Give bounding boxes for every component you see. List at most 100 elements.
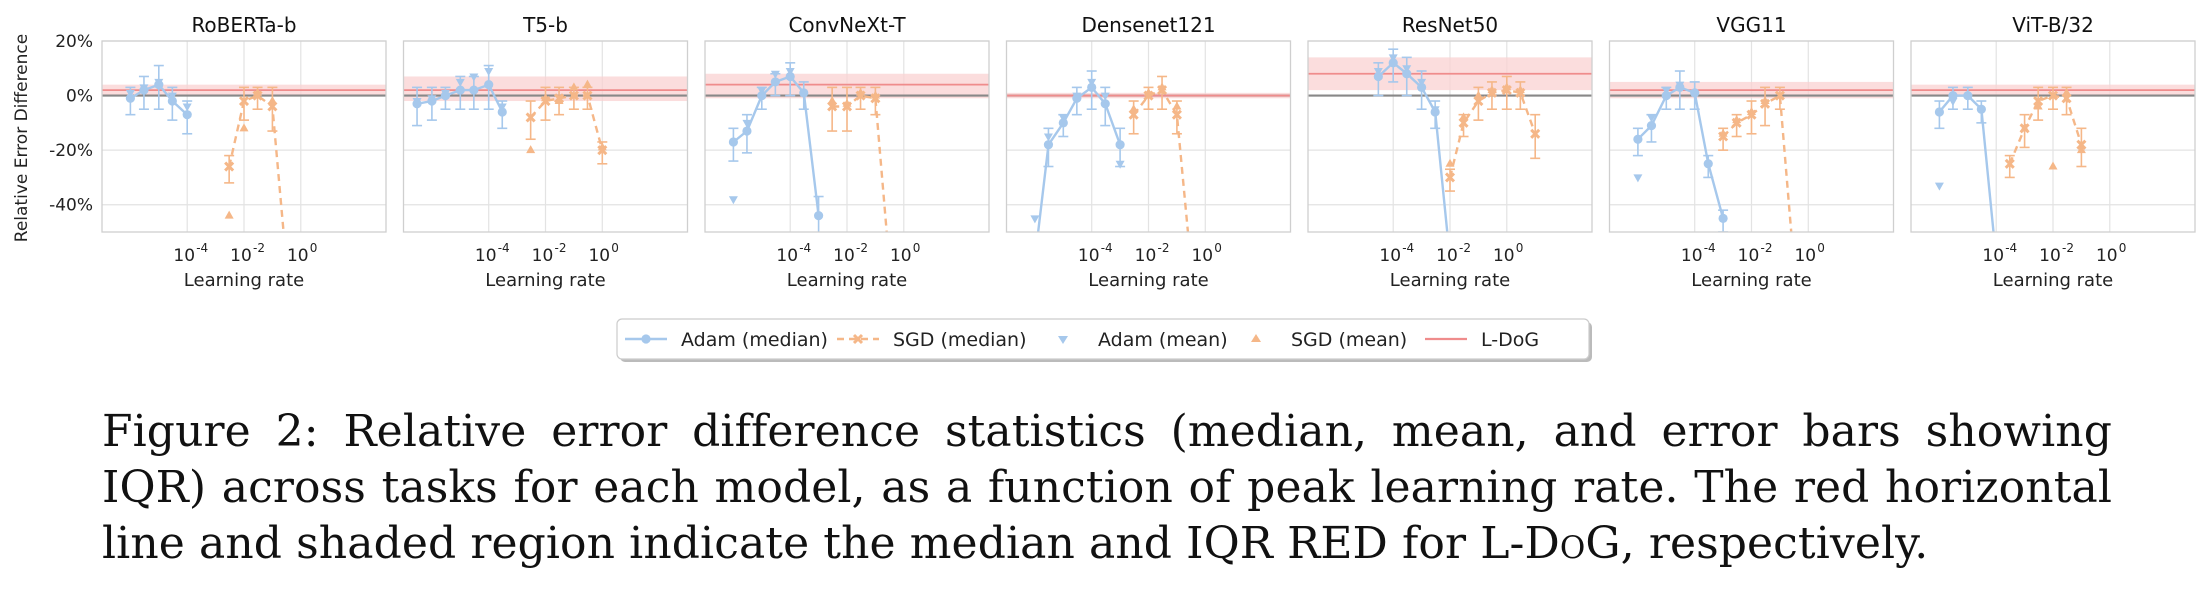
adam-mean-point [1675,81,1685,90]
x-tick-exponent: 0 [1817,241,1825,255]
adam-mean-point [484,68,494,77]
adam-mean-point [1388,54,1398,63]
x-tick-exponent: -2 [555,241,567,255]
legend-label: SGD (mean) [1291,329,1407,351]
adam-median-point [1058,118,1068,128]
x-axis-label: Learning rate [1691,270,1811,291]
sgd-mean-point [267,96,277,105]
adam-median-point [1661,90,1671,101]
adam-median-point [182,110,192,120]
adam-mean-point [770,70,780,79]
panel-title: VGG11 [1716,13,1786,37]
sgd-mean-point [2033,101,2043,110]
x-axis-label: Learning rate [485,270,605,291]
adam-median-point [1646,120,1657,131]
adam-median-point [814,211,824,221]
adam-median-point [455,85,465,95]
chart-panels: RoBERTa-b20%0%-20%-40%10 -4 10 -2 10 0Learnin… [49,13,2196,291]
adam-mean-point [1100,92,1110,101]
sgd-mean-point [842,98,852,107]
plot-area [1911,84,2195,264]
panel-frame [1307,40,1593,233]
legend-swatch-marker [1251,334,1261,342]
adam-median-point [1417,82,1427,92]
sgd-mean-point [2048,161,2058,170]
caption-text-end: , respectively. [1620,518,1929,569]
adam-mean-point [1030,215,1040,224]
adam-median-point [1718,213,1728,223]
adam-median-point [125,93,135,103]
x-tick-exponent: -2 [2062,241,2074,255]
adam-mean-point [1646,114,1656,123]
x-axis-label: Learning rate [1088,270,1208,291]
x-tick-label: 10 [1794,246,1816,266]
adam-median-point [2005,255,2014,264]
plot-area [705,62,989,232]
adam-mean-point [1043,133,1053,142]
x-tick-label: 10 [173,246,195,266]
plot-area [403,64,688,165]
sgd-mean-point [1129,104,1139,113]
x-tick-exponent: -2 [856,241,868,255]
legend-box [616,318,1590,360]
panel-frame [1005,40,1292,233]
y-tick-label: -40% [49,196,93,216]
x-tick-exponent: 0 [611,241,619,255]
legend-item: SGD (mean) [1251,329,1407,351]
panel-title: RoBERTa-b [191,13,296,37]
adam-median-point [785,71,795,82]
sgd-mean-point [1732,115,1742,124]
legend-label: SGD (median) [893,329,1027,351]
adam-median-point [728,137,739,147]
sgd-mean-point [1445,158,1455,167]
sgd-mean-point [2062,87,2072,96]
x-tick-label: 10 [230,246,252,266]
adam-median-line [1377,61,1449,232]
x-tick-label: 10 [1681,246,1703,266]
adam-median-point [469,85,479,95]
adam-median-point [1690,88,1700,98]
sgd-mean-point [1760,96,1770,105]
adam-median-point [770,77,780,87]
sgd-median-point [2076,139,2087,150]
sgd-median-point [525,112,536,123]
panel-title: T5-b [522,13,568,37]
adam-mean-point [469,73,479,82]
figure: Relative Error Difference RoBERTa-b 20% 0%… [12,13,2196,362]
x-tick-label: 10 [475,246,497,266]
adam-mean-point [1087,78,1097,87]
adam-median-point [497,107,507,117]
x-tick-exponent: 0 [1214,241,1222,255]
adam-median-point [1373,71,1383,82]
x-tick-label: 10 [532,246,554,266]
x-tick-label: 10 [1135,246,1157,266]
adam-median-point [1100,99,1110,109]
panel-title: ConvNeXt-T [788,13,906,37]
sgd-median-point [2033,95,2044,107]
adam-mean-point [167,92,177,101]
adam-mean-point [182,103,192,112]
y-tick-label: 0% [66,87,93,107]
x-tick-exponent: -4 [196,241,208,255]
adam-median-point [1963,90,1973,101]
plot-area [102,64,386,232]
caption-method: L-DoG [1480,518,1621,569]
legend-item: Adam (median) [625,329,828,351]
sgd-mean-point [597,142,607,151]
panel-title: ViT-B/32 [2012,13,2094,37]
adam-mean-point [1373,68,1383,77]
x-tick-label: 10 [1078,246,1100,266]
x-tick-exponent: -4 [498,241,510,255]
adam-median-point [1633,134,1643,144]
sgd-mean-point [541,93,550,102]
x-tick-exponent: -4 [2005,241,2017,255]
x-tick-label: 10 [1493,246,1515,266]
legend-item: Adam (mean) [1058,329,1228,351]
sgd-median-point [224,161,235,172]
sgd-mean-point [2076,145,2086,154]
sgd-mean-point [253,87,263,96]
